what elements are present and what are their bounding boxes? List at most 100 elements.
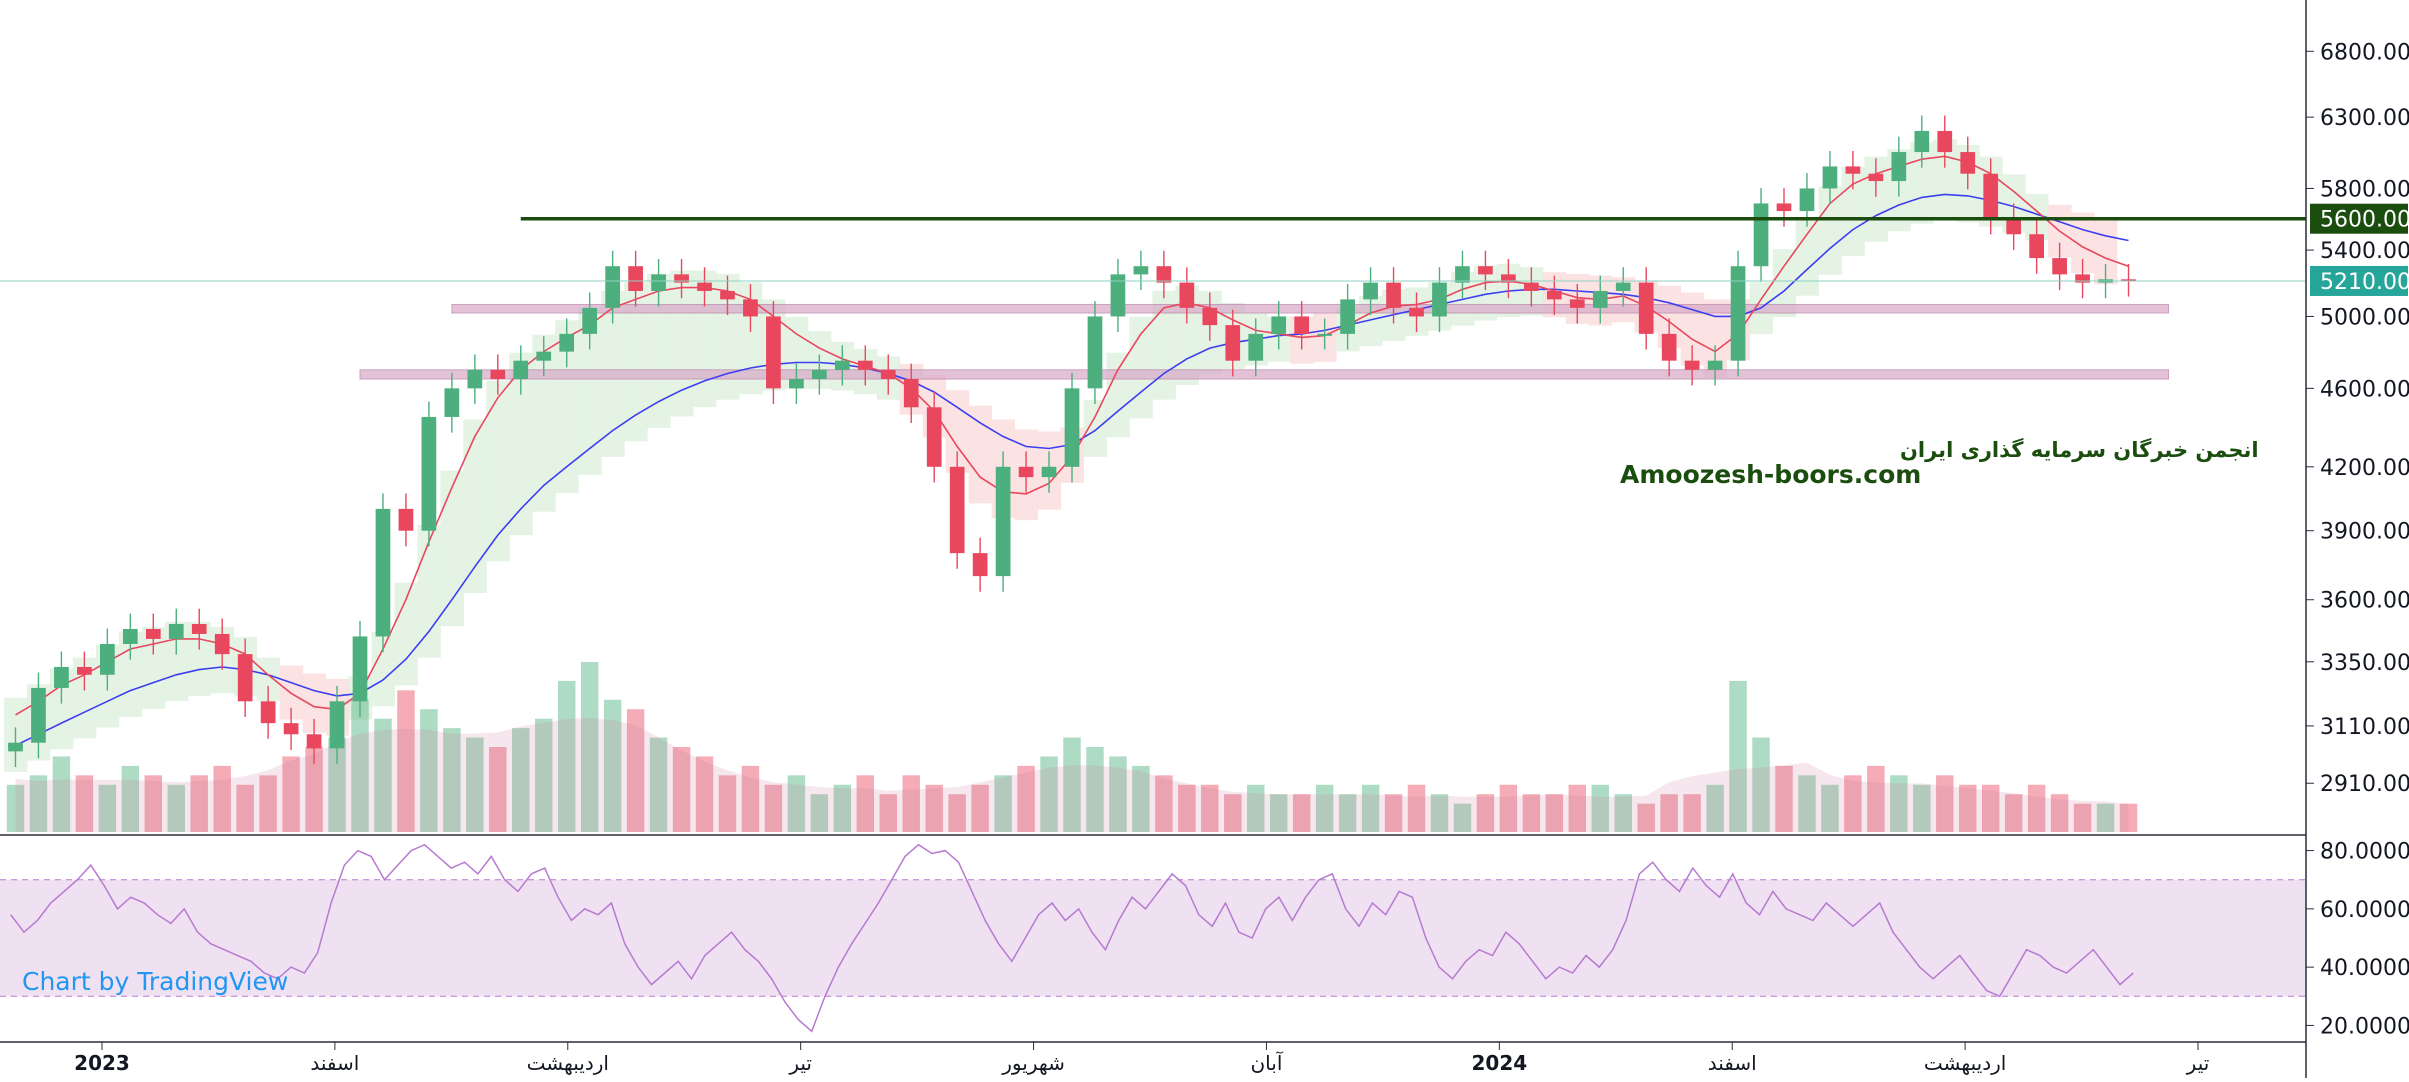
candle-body: [1638, 282, 1654, 334]
volume-bar: [580, 662, 599, 832]
volume-bar: [833, 784, 852, 832]
time-tick-label: اسفند: [1708, 1051, 1757, 1075]
resistance-price-tag: [2310, 203, 2408, 234]
candle-body: [1064, 388, 1080, 467]
candle-body: [1546, 290, 1562, 300]
price-tick-label: 6800.00: [2320, 40, 2409, 65]
volume-bar: [1132, 765, 1150, 832]
candle-body: [1271, 316, 1287, 334]
volume-bar: [1109, 756, 1127, 832]
candle-body: [1592, 290, 1608, 308]
candle-body: [421, 416, 437, 531]
candle-body: [720, 290, 735, 300]
candle-body: [237, 654, 253, 702]
volume-bar: [1476, 794, 1495, 832]
cloud-segment: [256, 657, 281, 702]
volume-bar: [213, 765, 231, 832]
price-tick-label: 3110.00: [2320, 715, 2409, 740]
volume-bar: [236, 784, 254, 832]
volume-bar: [489, 747, 507, 832]
volume-bar: [75, 775, 94, 832]
volume-bar: [1499, 784, 1518, 832]
watermark-site: Amoozesh-boors.com: [1620, 460, 1921, 489]
price-tick-label: 3900.00: [2320, 520, 2409, 545]
volume-bar: [52, 756, 71, 832]
volume-bar: [144, 775, 163, 832]
candle-body: [972, 553, 988, 577]
price-tick-label: 2910.00: [2320, 772, 2409, 797]
volume-bar: [856, 775, 875, 832]
cloud-segment: [1772, 249, 1796, 318]
cloud-segment: [968, 405, 993, 504]
candle-body: [1110, 274, 1126, 317]
last-price-tag-label: 5210.00: [2320, 270, 2409, 295]
time-tick-label: 2023: [74, 1051, 130, 1075]
last-price-tag: [2310, 265, 2408, 296]
volume-bar: [1040, 756, 1058, 832]
cloud-segment: [1795, 217, 1819, 296]
volume-bar: [1453, 803, 1472, 832]
volume-bar: [282, 756, 300, 832]
volume-bar: [672, 747, 691, 832]
volume-bar: [695, 756, 714, 832]
candle-body: [697, 282, 712, 291]
candle-body: [2052, 258, 2067, 275]
volume-bar: [374, 718, 392, 832]
price-levels-layer: [0, 216, 2306, 282]
volume-bar: [1407, 784, 1426, 832]
volume-bar: [1821, 784, 1839, 832]
candle-body: [329, 701, 345, 749]
volume-bar: [1568, 784, 1587, 832]
candle-body: [674, 274, 689, 283]
volume-bar: [2119, 803, 2138, 832]
candle-body: [1340, 299, 1355, 334]
volume-bar: [1959, 784, 1977, 832]
cloud-segment: [2094, 218, 2118, 285]
candle-body: [880, 369, 896, 380]
cloud-segment: [624, 282, 648, 442]
candle-body: [605, 266, 620, 308]
cloud-segment: [164, 621, 189, 702]
volume-bar: [1247, 784, 1265, 832]
volume-bar: [1224, 794, 1242, 832]
candle-body: [1225, 325, 1241, 361]
candle-body: [1730, 266, 1746, 361]
volume-bar: [1338, 794, 1357, 832]
candle-body: [467, 369, 483, 389]
candle-body: [1248, 333, 1264, 361]
candle-body: [77, 666, 92, 675]
candle-body: [31, 687, 46, 743]
candle-body: [1914, 130, 1930, 153]
candle-body: [1294, 316, 1310, 334]
candle-body: [1776, 203, 1792, 212]
candle-body: [1822, 166, 1838, 189]
candle-body: [375, 508, 391, 637]
volume-bar: [718, 775, 737, 832]
cloud-segment: [509, 352, 533, 536]
volume-bar: [810, 794, 829, 832]
volume-bar: [512, 728, 530, 832]
time-tick-label: شهریور: [1001, 1051, 1065, 1075]
volume-bar: [1614, 794, 1632, 832]
time-tick-label: تیر: [2186, 1051, 2210, 1075]
volume-bar: [1430, 794, 1449, 832]
volume-bar: [1201, 784, 1219, 832]
price-tick-label: 5400.00: [2320, 239, 2409, 264]
volume-bar: [535, 718, 553, 832]
volume-bar: [420, 709, 438, 832]
cloud-segment: [1910, 142, 1934, 224]
volume-bar: [2004, 794, 2023, 832]
cloud-segment: [578, 308, 602, 475]
candle-body: [122, 628, 138, 644]
price-tick-label: 5000.00: [2320, 305, 2409, 330]
cloud-segment: [1083, 399, 1107, 457]
volume-bar: [1591, 784, 1609, 832]
time-tick-label: اسفند: [310, 1051, 359, 1075]
tradingview-attribution[interactable]: Chart by TradingView: [22, 967, 288, 996]
time-tick-label: آبان: [1250, 1050, 1283, 1075]
candle-body: [1179, 282, 1195, 308]
candle-body: [1156, 266, 1172, 283]
candle-body: [1363, 282, 1378, 300]
candle-body: [582, 307, 598, 334]
volume-bar: [1269, 794, 1288, 832]
